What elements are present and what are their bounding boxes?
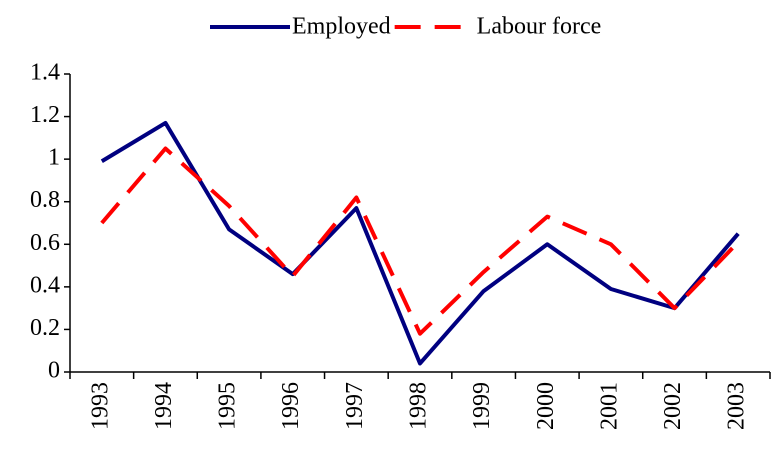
y-tick-label: 0.4 (30, 272, 60, 298)
x-tick-label: 2001 (596, 382, 622, 430)
x-tick-label: 1993 (87, 382, 113, 430)
y-tick-label: 0.2 (30, 315, 60, 341)
x-tick-label: 1996 (278, 382, 304, 430)
x-tick-label: 1999 (469, 382, 495, 430)
series-line (100, 120, 740, 366)
y-tick-label: 1.4 (30, 60, 60, 86)
x-tick-label: 1997 (342, 382, 368, 430)
x-tick-label: 1998 (406, 382, 432, 430)
legend-label: Labour force (477, 14, 602, 40)
x-tick-label: 2002 (660, 382, 686, 430)
x-tick-label: 1995 (215, 382, 241, 430)
y-tick-label: 0.8 (30, 187, 60, 213)
x-tick-label: 2003 (724, 382, 750, 430)
legend-label: Employed (292, 14, 391, 40)
x-tick-label: 2000 (533, 382, 559, 430)
y-tick-label: 0.6 (30, 230, 60, 256)
legend: Employed Labour force (210, 14, 601, 40)
y-tick-label: 1 (48, 145, 60, 171)
x-tick-label: 1994 (151, 382, 177, 430)
series-line (100, 146, 740, 336)
y-tick-label: 1.2 (30, 102, 60, 128)
y-tick-label: 0 (48, 358, 60, 384)
